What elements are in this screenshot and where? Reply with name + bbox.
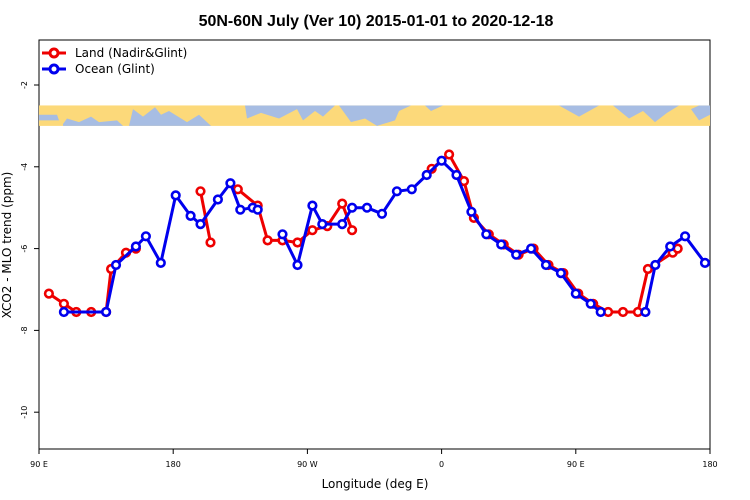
ocean-data-point (235, 204, 246, 215)
ocean-data-point (650, 259, 661, 271)
ocean-data-point (170, 190, 181, 201)
ocean-data-point (540, 259, 552, 271)
land-data-point (205, 237, 216, 248)
map-band-ocean (691, 105, 710, 121)
land-series-line (236, 188, 354, 244)
ocean-data-point (292, 259, 303, 271)
ocean-data-point (58, 306, 70, 318)
map-band-ocean (63, 116, 123, 126)
ocean-series-line (281, 159, 602, 314)
map-band-ocean (245, 105, 335, 121)
ocean-data-point (185, 210, 196, 221)
land-data-point (292, 237, 303, 248)
land-data-point (262, 235, 273, 246)
ocean-data-point (361, 202, 373, 213)
ocean-data-point (525, 243, 537, 254)
x-tick-label: 90 E (30, 460, 48, 469)
map-band-ocean (613, 105, 679, 123)
ocean-data-point (195, 219, 206, 230)
ocean-data-point (317, 219, 328, 230)
x-tick-label: 180 (166, 460, 181, 469)
ocean-data-point (511, 249, 522, 260)
land-data-point (617, 306, 629, 318)
ocean-data-point (451, 169, 462, 181)
ocean-data-point (212, 194, 223, 205)
ocean-data-point (277, 229, 288, 240)
ocean-data-point (699, 257, 711, 269)
legend-ocean-marker (48, 63, 60, 75)
legend-land-marker (48, 47, 60, 59)
ocean-data-point (225, 178, 236, 189)
ocean-data-point (481, 229, 492, 240)
x-tick-label: 90 E (567, 460, 585, 469)
legend-ocean-label: Ocean (Glint) (75, 62, 155, 76)
ocean-data-point (406, 184, 417, 195)
ocean-data-point (496, 239, 507, 250)
ocean-data-point (307, 200, 318, 211)
ocean-data-point (466, 206, 477, 217)
legend: Land (Nadir&Glint) Ocean (Glint) (42, 46, 187, 76)
land-data-point (43, 288, 55, 299)
land-data-point (444, 149, 455, 160)
ocean-data-point (421, 169, 432, 181)
map-band-ocean (559, 105, 599, 117)
ocean-data-point (140, 231, 151, 242)
y-axis: -2 -4 -6 -8 -10 (20, 81, 39, 419)
land-data-point (307, 225, 318, 236)
ocean-data-point (679, 231, 691, 242)
map-band-ocean (129, 107, 211, 126)
ocean-data-point (110, 259, 122, 271)
y-tick-label: -2 (20, 81, 29, 89)
ocean-data-point (665, 241, 676, 252)
ocean-data-point (347, 202, 358, 213)
land-data-point (58, 298, 70, 309)
plot-frame (38, 39, 711, 450)
series-layer (43, 149, 711, 318)
map-band-ocean (425, 105, 443, 112)
x-tick-label: 180 (702, 460, 717, 469)
ocean-data-point (100, 306, 112, 318)
ocean-series-line (63, 181, 259, 314)
ocean-data-point (570, 288, 581, 299)
x-axis-label: Longitude (deg E) (322, 477, 429, 491)
x-tick-label: 90 W (297, 460, 318, 469)
ocean-data-point (376, 208, 388, 219)
land-series-line (430, 153, 679, 314)
x-tick-label: 0 (439, 460, 444, 469)
land-data-point (195, 186, 206, 197)
land-data-point (642, 263, 654, 275)
y-tick-label: -4 (20, 163, 29, 171)
map-band (39, 105, 710, 126)
ocean-data-point (391, 186, 403, 197)
map-band-ocean (39, 114, 59, 121)
map-band-ocean (339, 105, 411, 126)
ocean-data-point (155, 257, 166, 269)
land-data-point (337, 198, 348, 209)
ocean-data-point (130, 241, 141, 252)
ocean-data-point (595, 306, 606, 318)
y-axis-label: XCO2 - MLO trend (ppm) (0, 172, 14, 319)
y-tick-label: -10 (20, 406, 29, 419)
ocean-data-point (640, 306, 651, 318)
ocean-data-point (337, 219, 348, 230)
ocean-data-point (252, 204, 263, 215)
x-axis: 90 E 180 90 W 0 90 E 180 (30, 449, 718, 469)
y-tick-label: -8 (20, 326, 29, 334)
ocean-data-point (585, 298, 596, 309)
land-data-point (347, 225, 358, 236)
legend-land-label: Land (Nadir&Glint) (75, 46, 187, 60)
chart-title: 50N-60N July (Ver 10) 2015-01-01 to 2020… (199, 13, 554, 30)
ocean-data-point (436, 155, 447, 166)
ocean-data-point (555, 268, 567, 279)
y-tick-label: -6 (20, 245, 29, 253)
